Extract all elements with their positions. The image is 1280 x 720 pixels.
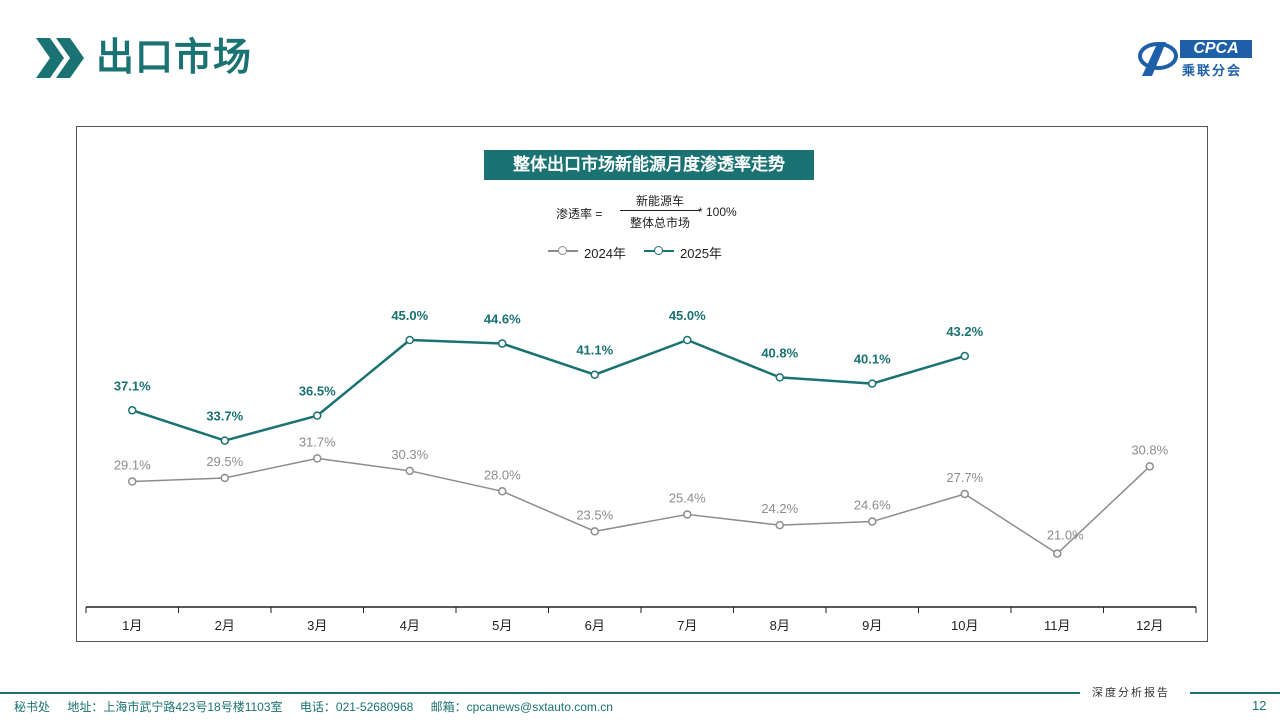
data-point-2025 bbox=[775, 373, 784, 382]
x-tick-label: 1月 bbox=[122, 618, 142, 633]
legend-marker-2024 bbox=[558, 246, 567, 255]
cpca-emblem-icon bbox=[1138, 42, 1178, 76]
data-point-2024 bbox=[498, 487, 507, 496]
footer-email: 邮箱：cpcanews@sxtauto.com.cn bbox=[430, 700, 613, 714]
footer-contact: 秘书处 地址：上海市武宁路423号18号楼1103室 电话：021-526809… bbox=[14, 698, 627, 715]
chart-title: 整体出口市场新能源月度渗透率走势 bbox=[484, 150, 814, 180]
legend-label-2024: 2024年 bbox=[584, 246, 626, 261]
data-point-2024 bbox=[1053, 549, 1062, 558]
footer-divider-left bbox=[0, 692, 1080, 694]
page-number: 12 bbox=[1252, 698, 1267, 713]
x-tick-label: 9月 bbox=[862, 618, 882, 633]
x-tick-label: 6月 bbox=[585, 618, 605, 633]
data-label-2024: 28.0% bbox=[484, 467, 521, 482]
data-point-2024 bbox=[960, 489, 969, 499]
footer-tag: 深度分析报告 bbox=[1092, 686, 1170, 699]
data-label-2024: 30.3% bbox=[391, 447, 428, 462]
data-label-2024: 30.8% bbox=[1131, 442, 1168, 457]
formula-right: * 100% bbox=[698, 205, 737, 219]
data-point-2025 bbox=[313, 411, 322, 420]
data-label-2025: 45.0% bbox=[669, 308, 706, 323]
data-label-2024: 24.6% bbox=[854, 498, 891, 513]
data-point-2024 bbox=[1145, 462, 1154, 471]
data-point-2024 bbox=[590, 527, 599, 536]
data-point-2024 bbox=[775, 520, 784, 530]
data-point-2025 bbox=[868, 379, 877, 388]
data-point-2024 bbox=[868, 517, 877, 526]
data-label-2025: 41.1% bbox=[576, 343, 613, 358]
x-tick-label: 5月 bbox=[492, 618, 512, 633]
x-tick-label: 3月 bbox=[307, 618, 327, 633]
data-point-2025 bbox=[590, 370, 599, 379]
legend-marker-2025 bbox=[654, 246, 663, 255]
series-line-2024 bbox=[132, 457, 1151, 555]
data-label-2025: 43.2% bbox=[946, 324, 983, 339]
data-label-2024: 31.7% bbox=[299, 434, 336, 449]
data-label-2024: 25.4% bbox=[669, 490, 706, 505]
x-tick-label: 12月 bbox=[1136, 618, 1163, 633]
chart-frame bbox=[76, 126, 1208, 642]
data-label-2025: 36.5% bbox=[299, 384, 336, 399]
footer-phone: 电话：021-52680968 bbox=[299, 700, 414, 714]
data-point-2025 bbox=[220, 436, 229, 445]
x-tick-label: 4月 bbox=[400, 618, 420, 633]
data-point-2024 bbox=[220, 473, 229, 483]
x-tick-label: 2月 bbox=[215, 618, 235, 633]
data-point-2024 bbox=[683, 510, 692, 519]
footer-address: 地址：上海市武宁路423号18号楼1103室 bbox=[67, 700, 283, 714]
data-point-2024 bbox=[405, 466, 414, 476]
footer-office: 秘书处 bbox=[14, 700, 51, 714]
x-tick-label: 10月 bbox=[951, 618, 978, 633]
data-point-2025 bbox=[498, 339, 507, 348]
page-title: 出口市场 bbox=[96, 37, 253, 79]
legend-item-2024: 2024年 bbox=[548, 242, 638, 261]
x-tick-label: 7月 bbox=[677, 618, 697, 633]
data-label-2024: 29.5% bbox=[206, 454, 243, 469]
data-point-2025 bbox=[405, 335, 414, 345]
logo-text: CPCA bbox=[1180, 40, 1252, 58]
data-label-2024: 29.1% bbox=[114, 458, 151, 473]
data-label-2025: 33.7% bbox=[206, 409, 243, 424]
cpca-logo: CPCA 乘联分会 bbox=[1136, 36, 1256, 80]
data-label-2025: 45.0% bbox=[391, 308, 428, 323]
data-point-2025 bbox=[960, 351, 969, 361]
logo-subtitle: 乘联分会 bbox=[1182, 63, 1243, 78]
x-tick-label: 11月 bbox=[1044, 618, 1071, 633]
formula-numerator: 新能源车 bbox=[635, 194, 684, 208]
data-label-2025: 37.1% bbox=[114, 378, 151, 393]
data-point-2024 bbox=[313, 454, 322, 463]
data-label-2024: 21.0% bbox=[1047, 528, 1084, 543]
data-point-2025 bbox=[683, 335, 692, 345]
double-chevron-icon bbox=[36, 38, 84, 78]
data-point-2024 bbox=[128, 477, 137, 486]
legend-item-2025: 2025年 bbox=[644, 242, 734, 261]
formula-denominator: 整体总市场 bbox=[629, 216, 690, 230]
footer-divider-right bbox=[1190, 692, 1280, 694]
data-label-2024: 24.2% bbox=[761, 501, 798, 516]
legend-label-2025: 2025年 bbox=[680, 246, 722, 261]
formula-left: 渗透率 = bbox=[556, 207, 603, 221]
data-label-2025: 40.8% bbox=[761, 345, 798, 360]
data-point-2025 bbox=[128, 406, 137, 415]
x-tick-label: 8月 bbox=[770, 618, 790, 633]
series-line-2025 bbox=[131, 338, 966, 442]
formula-fraction-bar bbox=[620, 210, 700, 211]
data-label-2025: 44.6% bbox=[484, 312, 521, 327]
data-label-2024: 23.5% bbox=[576, 507, 613, 522]
penetration-formula: 渗透率 = 新能源车 整体总市场 * 100% bbox=[556, 192, 756, 236]
data-label-2025: 40.1% bbox=[854, 352, 891, 367]
data-label-2024: 27.7% bbox=[946, 470, 983, 485]
